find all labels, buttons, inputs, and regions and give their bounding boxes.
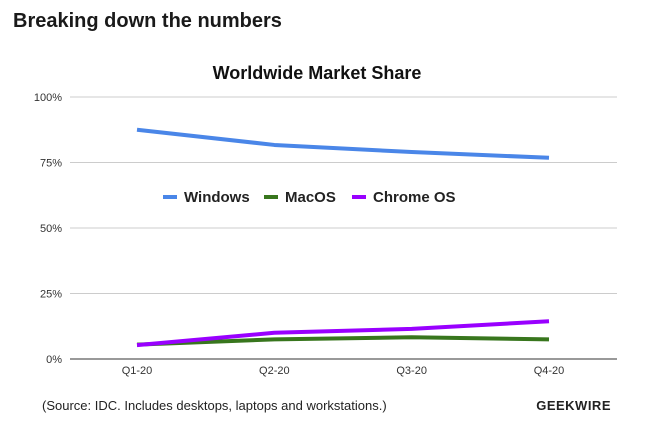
y-tick-label: 75% [40,158,62,170]
y-tick-label: 25% [40,289,62,301]
x-tick-label: Q1-20 [122,365,153,377]
legend: Windows MacOS Chrome OS [163,189,456,206]
series-line-windows [136,127,550,160]
y-axis-ticks: 0% 25% 50% 75% 100% [34,92,62,366]
legend-label: Windows [184,189,250,206]
series-lines [136,127,550,348]
y-tick-label: 0% [46,354,62,366]
brand-logo-text: GEEKWIRE [536,398,611,413]
y-tick-label: 100% [34,92,62,104]
x-axis-ticks: Q1-20 Q2-20 Q3-20 Q4-20 [122,365,565,377]
series-line-chrome-os [136,319,550,348]
x-tick-label: Q4-20 [534,365,565,377]
y-tick-label: 50% [40,223,62,235]
page-title: Breaking down the numbers [13,10,282,32]
gridlines [70,96,617,360]
chart-title: Worldwide Market Share [213,63,422,83]
series-line-macos [136,335,550,347]
legend-label: MacOS [285,189,336,206]
x-tick-label: Q3-20 [396,365,427,377]
x-tick-label: Q2-20 [259,365,290,377]
legend-label: Chrome OS [373,189,456,206]
source-note: (Source: IDC. Includes desktops, laptops… [42,398,387,413]
